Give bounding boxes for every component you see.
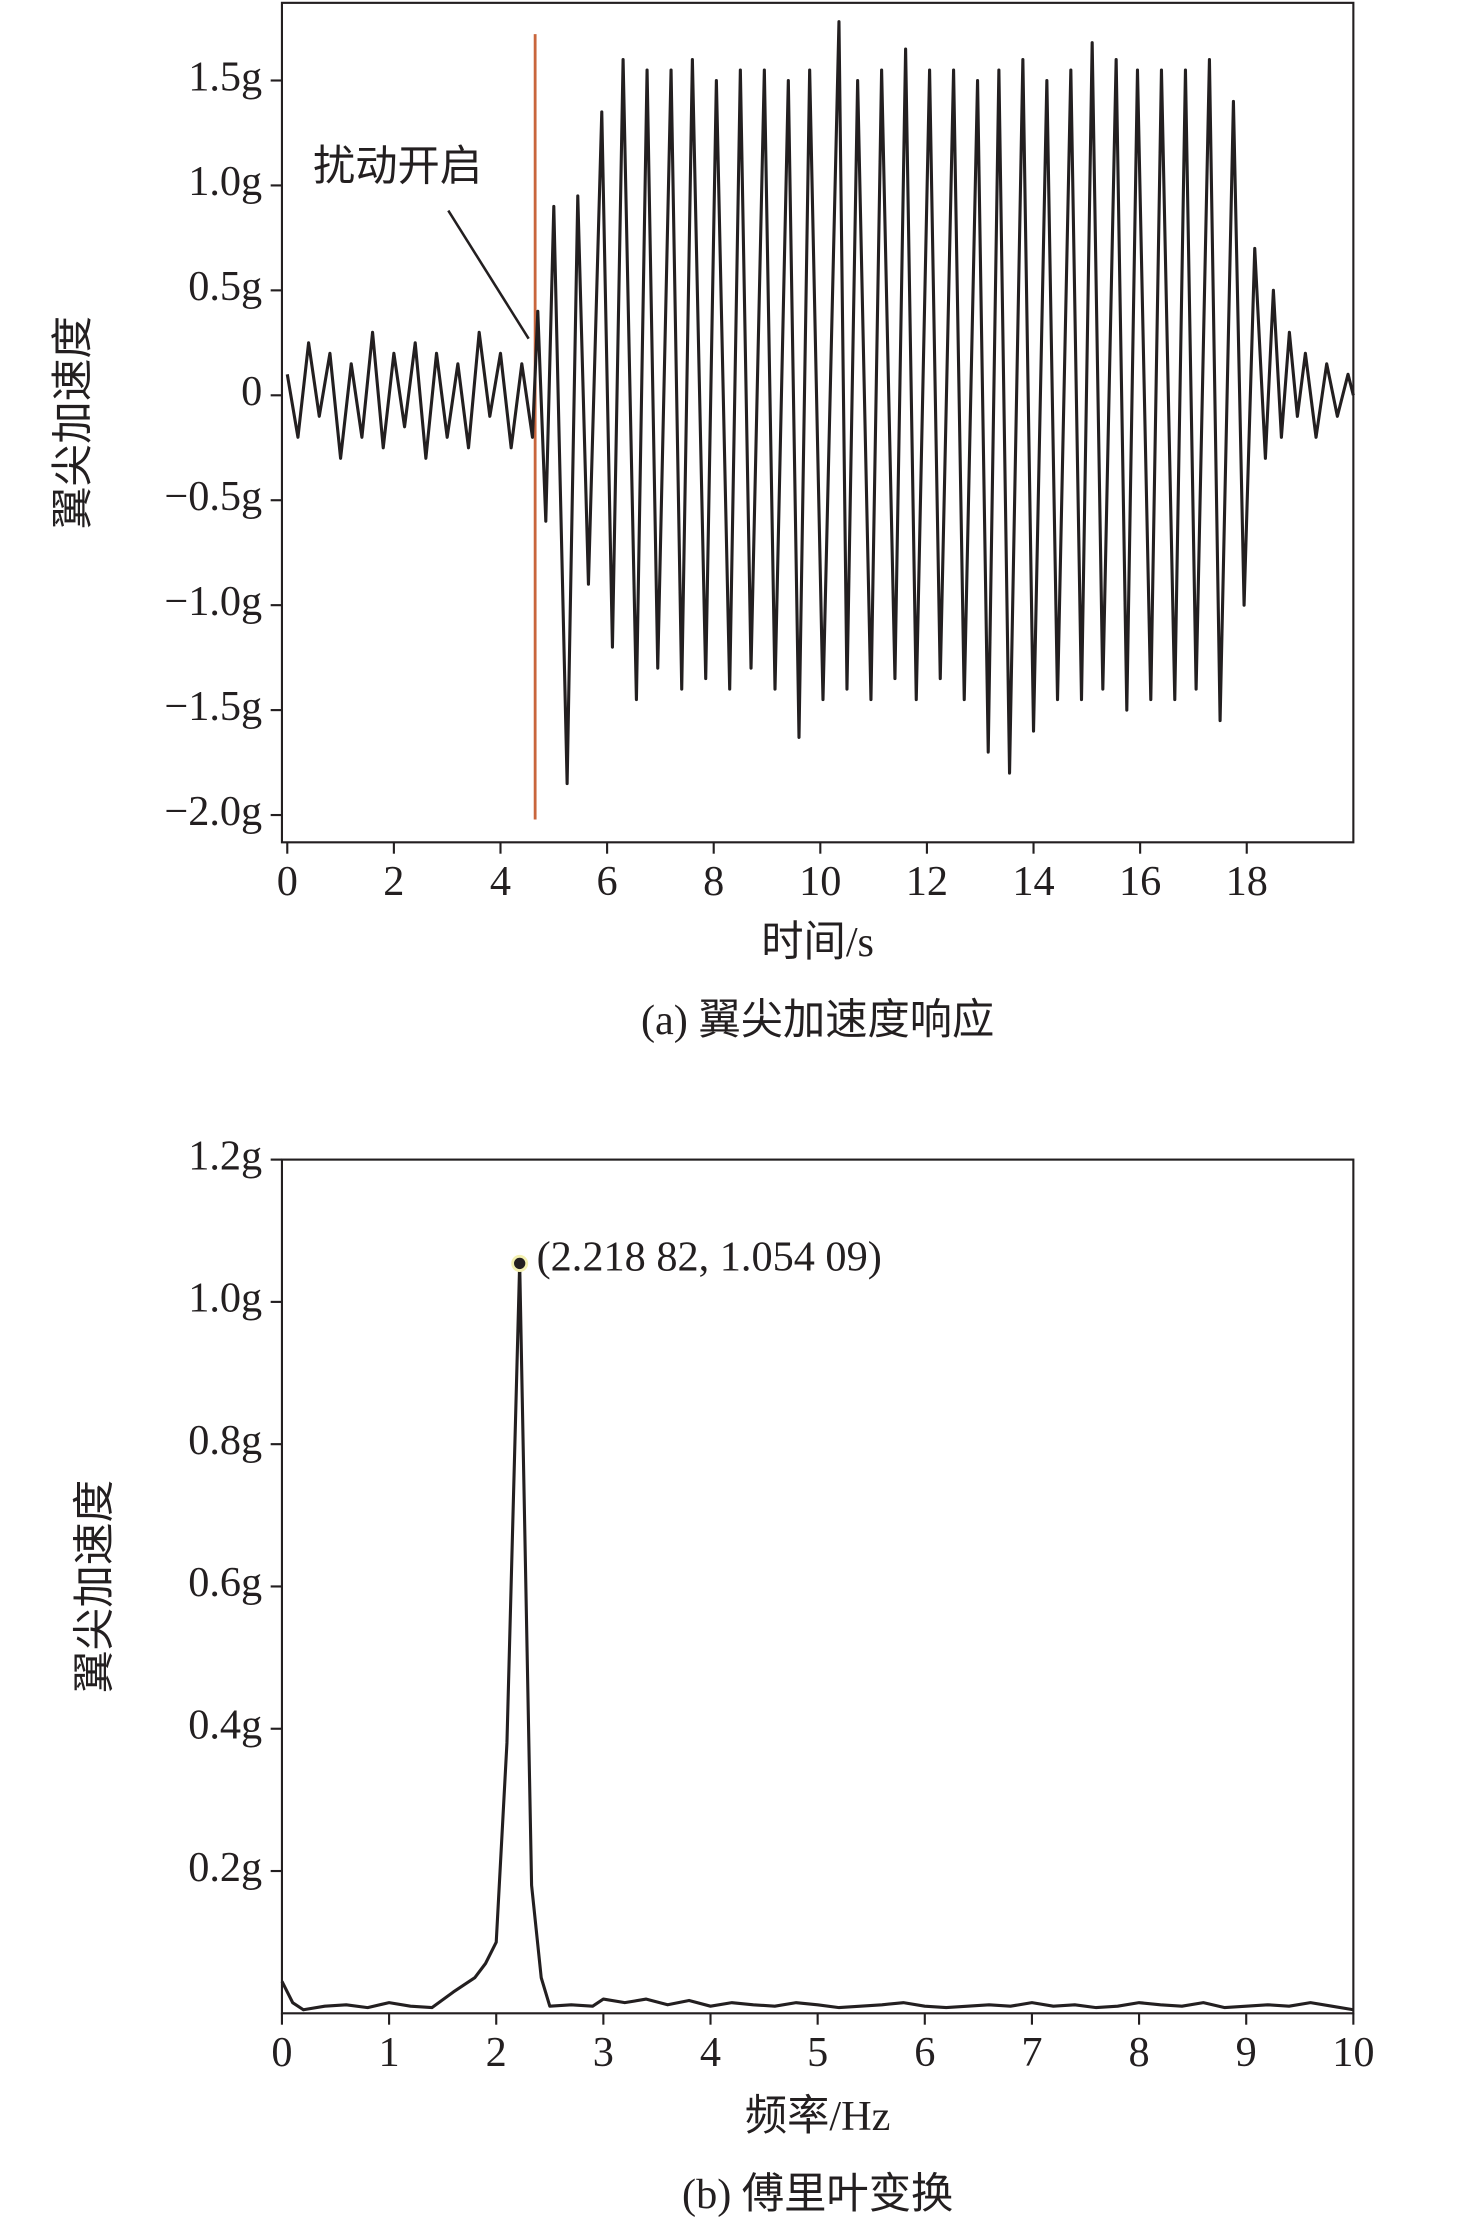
y-tick-label: 0.2g: [188, 1844, 262, 1891]
y-tick-label: 1.0g: [188, 158, 262, 205]
y-tick-label: 1.2g: [188, 1132, 262, 1179]
x-tick-label: 5: [807, 2029, 828, 2076]
annotation-arrow: [447, 209, 530, 340]
y-tick-label: 1.5g: [188, 53, 262, 100]
y-tick-label: −1.5g: [164, 683, 262, 730]
x-tick-label: 12: [906, 858, 948, 905]
x-tick-label: 8: [1129, 2029, 1150, 2076]
x-tick-label: 2: [486, 2029, 507, 2076]
x-tick-label: 4: [700, 2029, 721, 2076]
x-tick-label: 10: [1332, 2029, 1374, 2076]
y-tick-label: 1.0g: [188, 1275, 262, 1322]
y-tick-label: 0: [241, 368, 262, 415]
y-axis-label: 翼尖加速度: [50, 316, 97, 529]
x-tick-label: 1: [379, 2029, 400, 2076]
x-tick-label: 6: [914, 2029, 935, 2076]
x-tick-label: 10: [799, 858, 841, 905]
plot-frame: [280, 1158, 1355, 2015]
annotation: 扰动开启: [313, 143, 482, 190]
peak-marker: [511, 1254, 529, 1272]
y-tick-label: −0.5g: [164, 473, 262, 520]
y-tick-label: 0.5g: [188, 263, 262, 310]
data-line: [280, 1261, 1354, 2012]
x-tick-label: 9: [1236, 2029, 1257, 2076]
y-axis-label: 翼尖加速度: [72, 1480, 119, 1693]
x-tick-label: 4: [490, 858, 511, 905]
data-line: [285, 20, 1355, 786]
x-axis-label: 频率/Hz: [745, 2093, 891, 2140]
plot-frame: [280, 1, 1355, 844]
x-tick-label: 3: [593, 2029, 614, 2076]
x-tick-label: 14: [1012, 858, 1054, 905]
x-tick-label: 18: [1226, 858, 1268, 905]
x-tick-label: 6: [597, 858, 618, 905]
y-tick-label: −1.0g: [164, 578, 262, 625]
x-tick-label: 16: [1119, 858, 1161, 905]
y-tick-label: 0.6g: [188, 1559, 262, 1606]
x-tick-label: 7: [1021, 2029, 1042, 2076]
caption: (b) 傅里叶变换: [682, 2171, 953, 2218]
x-tick-label: 2: [383, 858, 404, 905]
x-axis-label: 时间/s: [761, 919, 874, 966]
x-tick-label: 8: [703, 858, 724, 905]
peak-label: (2.218 82, 1.054 09): [537, 1233, 882, 1280]
caption: (a) 翼尖加速度响应: [641, 997, 994, 1044]
y-tick-label: 0.8g: [188, 1417, 262, 1464]
y-tick-label: 0.4g: [188, 1701, 262, 1748]
y-tick-label: −2.0g: [164, 788, 262, 835]
x-tick-label: 0: [277, 858, 298, 905]
x-tick-label: 0: [271, 2029, 292, 2076]
